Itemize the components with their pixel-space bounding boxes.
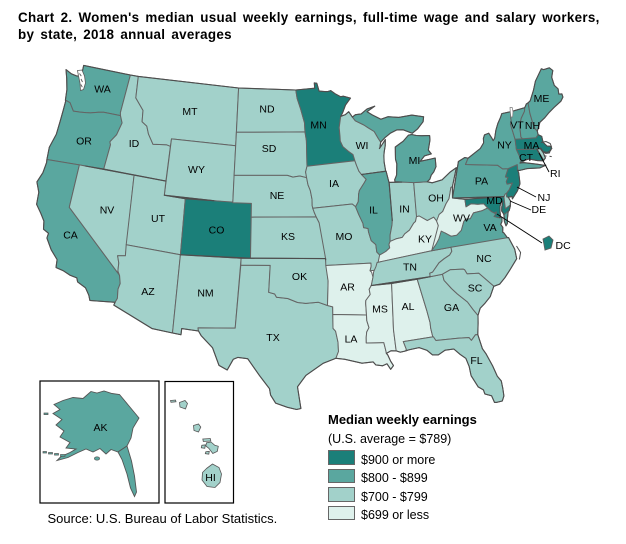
svg-text:NH: NH <box>525 120 540 132</box>
svg-text:MD: MD <box>486 195 503 207</box>
svg-text:CT: CT <box>519 152 534 164</box>
svg-text:SD: SD <box>262 143 277 155</box>
svg-text:ID: ID <box>129 138 140 150</box>
svg-text:MA: MA <box>524 140 540 152</box>
svg-text:OR: OR <box>76 136 92 148</box>
svg-text:NV: NV <box>100 205 115 217</box>
svg-text:MT: MT <box>182 106 198 118</box>
svg-text:MS: MS <box>372 304 388 316</box>
svg-text:OK: OK <box>292 271 307 283</box>
svg-text:KY: KY <box>418 234 432 246</box>
svg-text:MO: MO <box>336 231 353 243</box>
svg-text:AL: AL <box>402 301 415 313</box>
svg-text:AK: AK <box>93 422 107 434</box>
svg-text:FL: FL <box>470 355 482 367</box>
svg-text:CO: CO <box>209 225 225 237</box>
svg-text:PA: PA <box>475 176 488 188</box>
svg-text:UT: UT <box>151 213 166 225</box>
svg-text:DE: DE <box>532 204 547 216</box>
svg-text:MI: MI <box>409 155 421 167</box>
svg-text:RI: RI <box>550 168 561 180</box>
svg-text:NY: NY <box>497 140 512 152</box>
svg-text:LA: LA <box>345 334 358 346</box>
svg-text:IL: IL <box>369 205 378 217</box>
svg-text:IA: IA <box>329 178 339 190</box>
svg-text:TN: TN <box>403 262 417 274</box>
svg-text:MN: MN <box>310 120 326 132</box>
svg-text:VA: VA <box>483 222 496 234</box>
svg-text:AR: AR <box>340 282 355 294</box>
svg-text:NJ: NJ <box>538 192 551 204</box>
svg-text:ND: ND <box>259 104 275 116</box>
svg-text:CA: CA <box>63 230 78 242</box>
svg-text:WV: WV <box>453 213 470 225</box>
svg-text:WY: WY <box>188 164 205 176</box>
svg-text:DC: DC <box>556 240 572 252</box>
svg-text:SC: SC <box>468 283 483 295</box>
svg-text:ME: ME <box>534 93 550 105</box>
svg-text:HI: HI <box>205 472 216 484</box>
svg-text:TX: TX <box>266 332 279 344</box>
svg-text:IN: IN <box>399 204 410 216</box>
svg-text:NM: NM <box>197 288 213 300</box>
svg-text:WA: WA <box>94 84 111 96</box>
svg-text:AZ: AZ <box>141 286 155 298</box>
svg-text:OH: OH <box>428 193 444 205</box>
svg-text:NE: NE <box>270 190 285 202</box>
svg-text:NC: NC <box>476 253 492 265</box>
svg-text:VT: VT <box>510 120 524 132</box>
svg-text:WI: WI <box>356 140 369 152</box>
svg-text:GA: GA <box>444 302 459 314</box>
svg-text:KS: KS <box>281 231 295 243</box>
